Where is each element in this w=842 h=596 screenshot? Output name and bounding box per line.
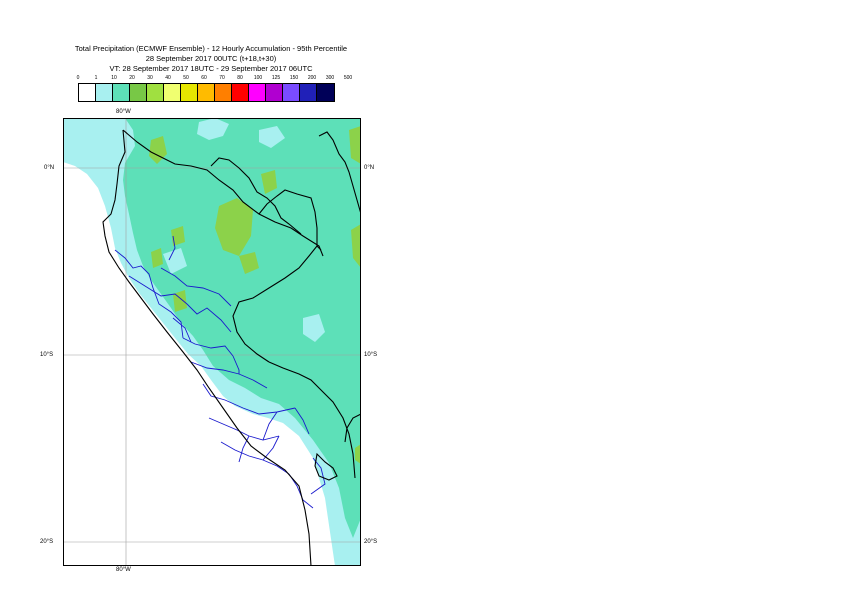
legend-swatch [181,84,198,101]
legend-swatch [266,84,283,101]
legend-swatch [79,84,96,101]
legend-tick-label: 40 [165,75,171,81]
precip-gap-4 [163,248,187,274]
legend-tick-label: 20 [129,75,135,81]
legend-tick-label: 200 [307,75,317,81]
legend-tick-label: 100 [253,75,263,81]
base-time: 28 September 2017 00UTC (t+18,t+30) [145,54,277,63]
legend-tick-label: 30 [147,75,153,81]
lat-label-10-right: 10°S [364,352,378,358]
legend-tick-label: 80 [237,75,243,81]
graticule [63,118,361,566]
legend-swatch [300,84,317,101]
map-title: Total Precipitation (ECMWF Ensemble) - 1… [74,44,348,53]
legend-swatch [215,84,232,101]
legend-tick-label: 500 [343,75,353,81]
valid-time: VT: 28 September 2017 18UTC - 29 Septemb… [109,64,313,73]
legend-tick-label: 70 [219,75,225,81]
lon-label-bottom: 80°W [116,567,131,573]
legend-tick-label: 300 [325,75,335,81]
legend-tick-label: 10 [111,75,117,81]
legend-swatch [113,84,130,101]
precip-gap-3 [303,314,325,342]
legend-swatch [96,84,113,101]
legend-swatch [130,84,147,101]
legend-swatch [147,84,164,101]
legend-swatch [198,84,215,101]
legend-tick-label: 0 [76,75,80,81]
legend-swatch [164,84,181,101]
legend-swatch [232,84,249,101]
admin-borders [114,235,326,509]
legend-tick-label: 150 [289,75,299,81]
precip-gap-2 [259,126,285,148]
legend-tick-label: 60 [201,75,207,81]
legend-color-bar [78,83,335,102]
legend-swatch [283,84,300,101]
precipitation-map [63,118,361,566]
lat-label-0-right: 0°N [364,165,375,171]
legend-swatch [317,84,334,101]
precip-gap-1 [197,118,229,140]
lat-label-20-right: 20°S [364,539,378,545]
lon-label-top: 80°W [116,109,131,115]
precip-area-moderate [123,118,361,538]
legend-tick-label: 50 [183,75,189,81]
lat-label-20-left: 20°S [40,539,54,545]
legend-tick-label: 125 [271,75,281,81]
legend-tick-label: 1 [94,75,98,81]
legend-swatch [249,84,266,101]
coastline-and-borders [102,129,361,566]
lat-label-10-left: 10°S [40,352,54,358]
lat-label-0-left: 0°N [44,165,55,171]
